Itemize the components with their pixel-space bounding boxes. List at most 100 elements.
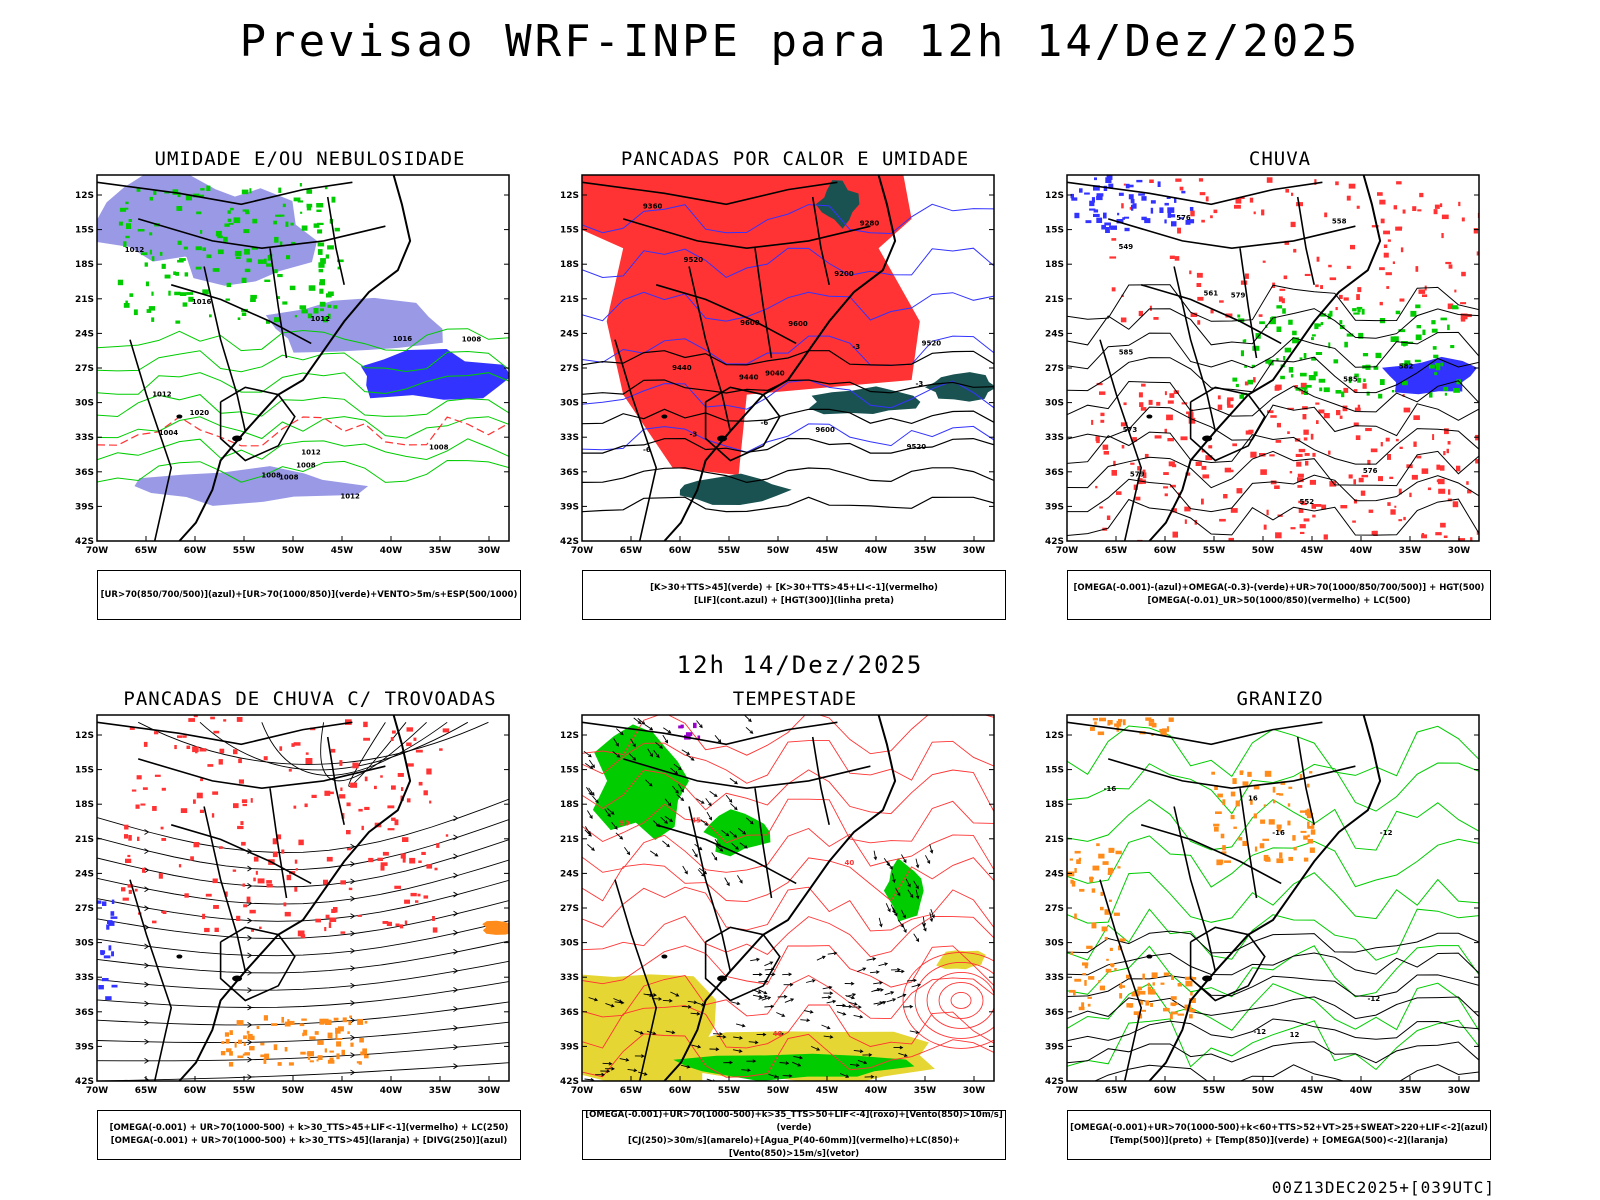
humidity-low-speckle — [125, 207, 129, 210]
humidity-low-speckle — [118, 221, 123, 226]
rain-speckle — [1109, 256, 1117, 259]
omega500-speckle — [1299, 774, 1303, 780]
humidity-low-speckle — [263, 258, 267, 264]
thunder-speckle — [391, 785, 396, 790]
humidity-low-speckle — [173, 271, 177, 275]
rain-speckle — [1336, 410, 1341, 416]
orange-speckle — [316, 1059, 319, 1062]
streamline — [97, 920, 509, 957]
rain-speckle — [1339, 415, 1343, 419]
thunder-speckle — [294, 859, 298, 864]
lat-tick-label: 36S — [75, 468, 94, 478]
omega-speckle — [1089, 200, 1095, 207]
stream-arrow — [453, 1025, 459, 1031]
humidity-upper-core — [361, 349, 509, 400]
omega-speckle — [1181, 190, 1186, 194]
stream-arrow — [247, 1004, 253, 1011]
wind-vector — [822, 985, 833, 990]
rain-speckle — [1409, 492, 1412, 498]
humidity-low-speckle — [318, 262, 325, 268]
wind-vector — [839, 1073, 850, 1078]
thunder-speckle — [328, 791, 334, 795]
rain-speckle — [1163, 486, 1169, 489]
orange-speckle — [224, 1032, 229, 1037]
rain-speckle — [1287, 431, 1290, 434]
wind-vector — [800, 1018, 811, 1023]
rain-speckle — [1346, 195, 1351, 201]
map-granizo[interactable]: -16-12-16-12-12161212S15S18S21S24S27S30S… — [1040, 688, 1520, 1108]
wind-vector — [653, 749, 660, 759]
omega500-speckle — [1152, 982, 1155, 986]
political-border — [1173, 266, 1217, 432]
lat-tick-label: 18S — [1045, 260, 1064, 270]
political-border — [129, 879, 173, 1081]
orange-speckle — [303, 1029, 308, 1036]
rain-speckle — [1403, 407, 1411, 413]
legend-tempestade: [OMEGA(-0.001)+UR>70(1000-500)+k>35_TTS>… — [582, 1110, 1006, 1160]
rain-speckle — [1154, 435, 1162, 439]
lat-tick-label: 21S — [560, 295, 579, 305]
map-chuva[interactable]: 58558257957657957657355856155254958512S1… — [1040, 148, 1520, 568]
omega-strong-speckle — [1361, 308, 1365, 315]
humidity-low-speckle — [337, 259, 344, 263]
orange-speckle — [238, 1039, 243, 1044]
wind-vector — [634, 1054, 645, 1058]
thunder-speckle — [196, 792, 203, 799]
map-content: 1008101210121012100810041008101210161016… — [97, 175, 509, 541]
omega-speckle — [1164, 202, 1169, 206]
lc850-circle — [950, 992, 972, 1009]
rain-speckle — [1400, 247, 1404, 253]
map-tempestade[interactable]: 50 45404012S15S18S21S24S27S30S33S36S39S42… — [555, 688, 1035, 1108]
wind-vector — [681, 749, 691, 755]
rain-speckle — [1362, 383, 1367, 389]
hgt300-contour — [582, 408, 994, 425]
map-pancadas-calor[interactable]: 9600952094409600960095209520944093609280… — [555, 148, 1035, 568]
coastline — [178, 175, 412, 541]
thunder-speckle — [195, 747, 198, 754]
rain-speckle — [1304, 273, 1311, 276]
omega-strong-speckle — [1435, 363, 1441, 366]
legend-line: [K>30+TTS>45](verde) + [K>30+TTS>45+LI<-… — [650, 583, 938, 593]
omega-strong-speckle — [1452, 306, 1459, 310]
divergence-speckle — [111, 899, 115, 904]
political-border — [1239, 248, 1258, 359]
wind-vector — [805, 979, 816, 983]
omega-strong-speckle — [1295, 387, 1301, 391]
rain-speckle — [1340, 505, 1348, 509]
map-umidade[interactable]: 1008101210121012100810041008101210161016… — [70, 148, 550, 568]
rain-speckle — [1387, 239, 1391, 242]
lat-tick-label: 18S — [560, 800, 579, 810]
rain-speckle — [1461, 217, 1465, 222]
omega500-speckle — [1073, 990, 1076, 996]
legend-line: [OMEGA(-0.01)_UR>50(1000/850)(vermelho) … — [1147, 596, 1411, 606]
omega-speckle — [1091, 197, 1095, 203]
rain-speckle — [1434, 204, 1440, 209]
stream-arrow — [144, 1038, 150, 1045]
rain-speckle — [1195, 461, 1202, 466]
rain-speckle — [1356, 205, 1360, 209]
political-border — [1107, 218, 1356, 250]
thunder-speckle — [361, 825, 364, 831]
lc850-contour — [582, 715, 994, 756]
rain-speckle — [1270, 415, 1277, 418]
rain-speckle — [1201, 498, 1204, 505]
omega500-speckle — [1088, 976, 1095, 980]
lon-tick-label: 60W — [184, 1086, 207, 1096]
omega500-speckle — [1307, 834, 1310, 838]
humidity-low-speckle — [274, 269, 278, 274]
humidity-low-speckle — [313, 223, 320, 228]
lc850-contour — [582, 1004, 994, 1049]
omega-strong-speckle — [1232, 377, 1238, 382]
wind-vector — [878, 962, 889, 967]
rain-speckle — [1230, 508, 1238, 513]
omega-speckle — [1096, 195, 1103, 201]
wind-vector — [606, 807, 615, 815]
political-border — [655, 284, 797, 345]
omega-speckle — [1084, 192, 1090, 195]
omega-strong-speckle — [1304, 389, 1307, 392]
political-border — [219, 926, 296, 1002]
omega500-speckle — [1230, 791, 1236, 797]
rain-speckle — [1377, 192, 1383, 196]
humidity-low-speckle — [200, 188, 205, 191]
